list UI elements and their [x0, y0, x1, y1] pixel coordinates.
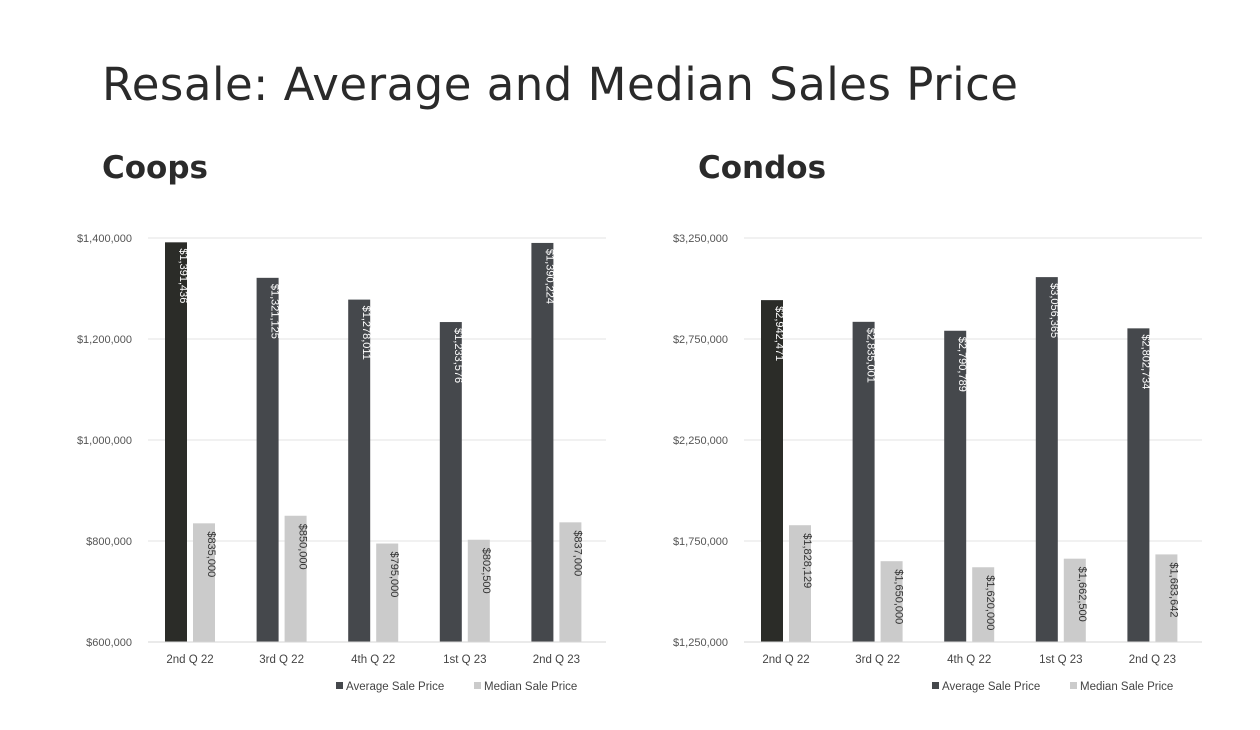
average-price-bar — [1127, 328, 1150, 642]
median-price-label: $1,620,000 — [984, 575, 996, 630]
median-price-label: $1,828,129 — [801, 533, 813, 588]
y-tick-label: $2,250,000 — [673, 435, 728, 447]
median-price-label: $1,650,000 — [893, 569, 905, 624]
average-price-bar — [439, 322, 462, 642]
legend-median-swatch — [474, 682, 481, 689]
median-price-bar — [559, 522, 582, 642]
median-price-label: $1,683,642 — [1167, 562, 1179, 617]
x-category-label: 1st Q 23 — [443, 654, 486, 666]
y-tick-label: $1,000,000 — [77, 435, 132, 447]
y-tick-label: $3,250,000 — [673, 233, 728, 245]
average-price-label: $1,233,576 — [452, 328, 464, 383]
median-price-label: $795,000 — [388, 552, 400, 598]
average-price-label: $1,278,011 — [360, 306, 372, 360]
median-price-bar — [193, 523, 215, 642]
legend-average-swatch — [932, 682, 939, 689]
average-price-label: $1,391,436 — [177, 248, 189, 303]
y-tick-label: $2,750,000 — [673, 334, 728, 346]
average-price-bar — [1035, 277, 1058, 642]
x-category-label: 2nd Q 22 — [762, 654, 809, 666]
median-price-label: $802,500 — [480, 548, 492, 594]
legend-median-swatch — [1070, 682, 1077, 689]
legend-median-label: Median Sale Price — [484, 681, 577, 693]
x-category-label: 2nd Q 23 — [533, 654, 580, 666]
y-tick-label: $1,200,000 — [77, 334, 132, 346]
median-price-label: $1,662,500 — [1076, 567, 1088, 622]
coops-chart-title: Coops — [102, 150, 208, 186]
average-price-label: $1,321,125 — [269, 284, 281, 339]
y-tick-label: $1,750,000 — [673, 536, 728, 548]
y-tick-label: $1,250,000 — [673, 637, 728, 649]
median-price-bar — [1063, 558, 1086, 642]
average-price-bar — [348, 299, 371, 642]
legend-median-label: Median Sale Price — [1080, 681, 1173, 693]
legend-average-swatch — [336, 682, 343, 689]
average-price-bar — [944, 330, 967, 642]
average-price-bar — [531, 242, 554, 642]
x-category-label: 3rd Q 22 — [259, 654, 304, 666]
median-price-bar — [880, 561, 903, 642]
median-price-label: $850,000 — [297, 524, 309, 570]
median-price-label: $837,000 — [571, 530, 583, 576]
x-category-label: 1st Q 23 — [1039, 654, 1082, 666]
average-price-label: $2,942,471 — [773, 306, 785, 361]
x-category-label: 2nd Q 23 — [1129, 654, 1176, 666]
y-tick-label: $800,000 — [86, 536, 132, 548]
x-category-label: 4th Q 22 — [947, 654, 991, 666]
coops-bar-chart: $600,000 $800,000 $1,000,000 $1,200,000 $1,4… — [77, 233, 606, 693]
median-price-bar — [284, 515, 307, 642]
condos-chart-title: Condos — [698, 150, 827, 186]
average-price-bar — [761, 300, 783, 642]
median-price-label: $835,000 — [205, 531, 217, 577]
average-price-label: $2,835,001 — [865, 328, 877, 383]
average-price-label: $3,056,365 — [1048, 283, 1060, 338]
average-price-label: $2,790,789 — [956, 337, 968, 392]
average-price-bar — [165, 242, 187, 642]
median-price-bar — [376, 543, 399, 642]
condos-bar-chart: $1,250,000 $1,750,000 $2,250,000 $2,750,000… — [673, 233, 1202, 693]
average-price-bar — [852, 321, 875, 642]
median-price-bar — [972, 567, 995, 642]
median-price-bar — [467, 539, 490, 642]
average-price-bar — [256, 277, 279, 642]
legend-average-label: Average Sale Price — [346, 681, 444, 693]
median-price-bar — [789, 525, 811, 642]
average-price-label: $2,802,734 — [1139, 334, 1151, 389]
x-category-label: 3rd Q 22 — [855, 654, 900, 666]
average-price-label: $1,390,224 — [543, 249, 555, 304]
page-title: Resale: Average and Median Sales Price — [102, 58, 1019, 111]
y-tick-label: $600,000 — [86, 637, 132, 649]
y-tick-label: $1,400,000 — [77, 233, 132, 245]
legend-average-label: Average Sale Price — [942, 681, 1040, 693]
median-price-bar — [1155, 554, 1178, 642]
x-category-label: 2nd Q 22 — [166, 654, 213, 666]
x-category-label: 4th Q 22 — [351, 654, 395, 666]
